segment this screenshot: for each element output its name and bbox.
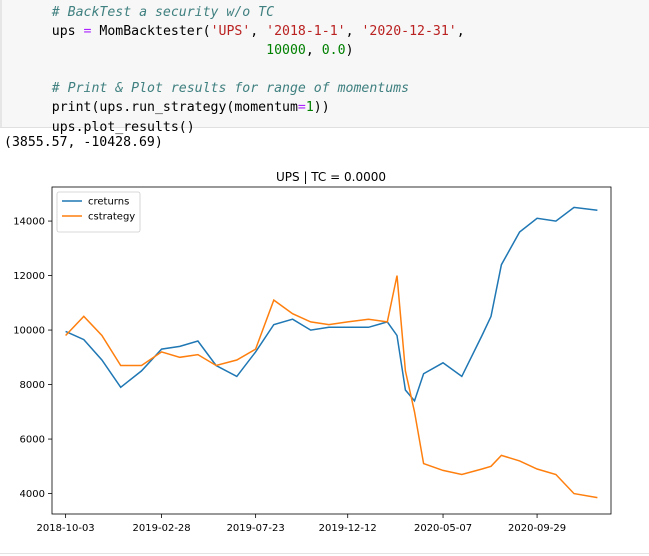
code-editor[interactable]: # BackTest a security w/o TC ups = MomBa… xyxy=(20,3,465,137)
code-line-7: ups.plot_results() xyxy=(20,119,195,135)
code-line-1: # BackTest a security w/o TC xyxy=(20,5,275,20)
x-tick-label: 2020-05-07 xyxy=(414,523,472,534)
code-line-5: # Print & Plot results for range of mome… xyxy=(20,81,410,97)
series-line-cstrategy xyxy=(65,275,598,499)
y-tick-label: 8000 xyxy=(20,380,45,391)
y-tick-label: 4000 xyxy=(20,489,45,500)
code-line-3: 10000, 0.0) xyxy=(266,43,354,59)
legend: creturns cstrategy xyxy=(56,191,141,233)
cell-border xyxy=(0,0,2,127)
y-tick-label: 14000 xyxy=(13,217,45,228)
plot-area xyxy=(51,186,612,515)
y-tick-label: 10000 xyxy=(13,326,45,337)
x-tick-label: 2019-02-28 xyxy=(133,523,191,534)
legend-label-creturns: creturns xyxy=(88,197,129,208)
x-tick-label: 2018-10-03 xyxy=(37,523,95,534)
code-line-6: print(ups.run_strategy(momentum=1)) xyxy=(20,100,330,116)
series-line-creturns xyxy=(65,206,598,403)
cell-divider xyxy=(0,553,649,554)
code-line-2: ups = MomBacktester('UPS', '2018-1-1', '… xyxy=(20,24,465,40)
chart: UPS | TC = 0.0000 4000 6000 8000 10000 12000… xyxy=(13,170,612,534)
legend-label-cstrategy: cstrategy xyxy=(88,212,135,223)
x-tick-label: 2020-09-29 xyxy=(508,523,566,534)
code-cell[interactable]: # BackTest a security w/o TC ups = MomBa… xyxy=(0,0,649,135)
output-text: (3855.57, -10428.69) xyxy=(4,135,163,150)
x-tick-label: 2019-12-12 xyxy=(319,523,377,534)
x-tick-label: 2019-07-23 xyxy=(227,523,285,534)
y-tick-label: 12000 xyxy=(13,271,45,282)
chart-title: UPS | TC = 0.0000 xyxy=(276,170,386,184)
y-tick-label: 6000 xyxy=(20,435,45,446)
